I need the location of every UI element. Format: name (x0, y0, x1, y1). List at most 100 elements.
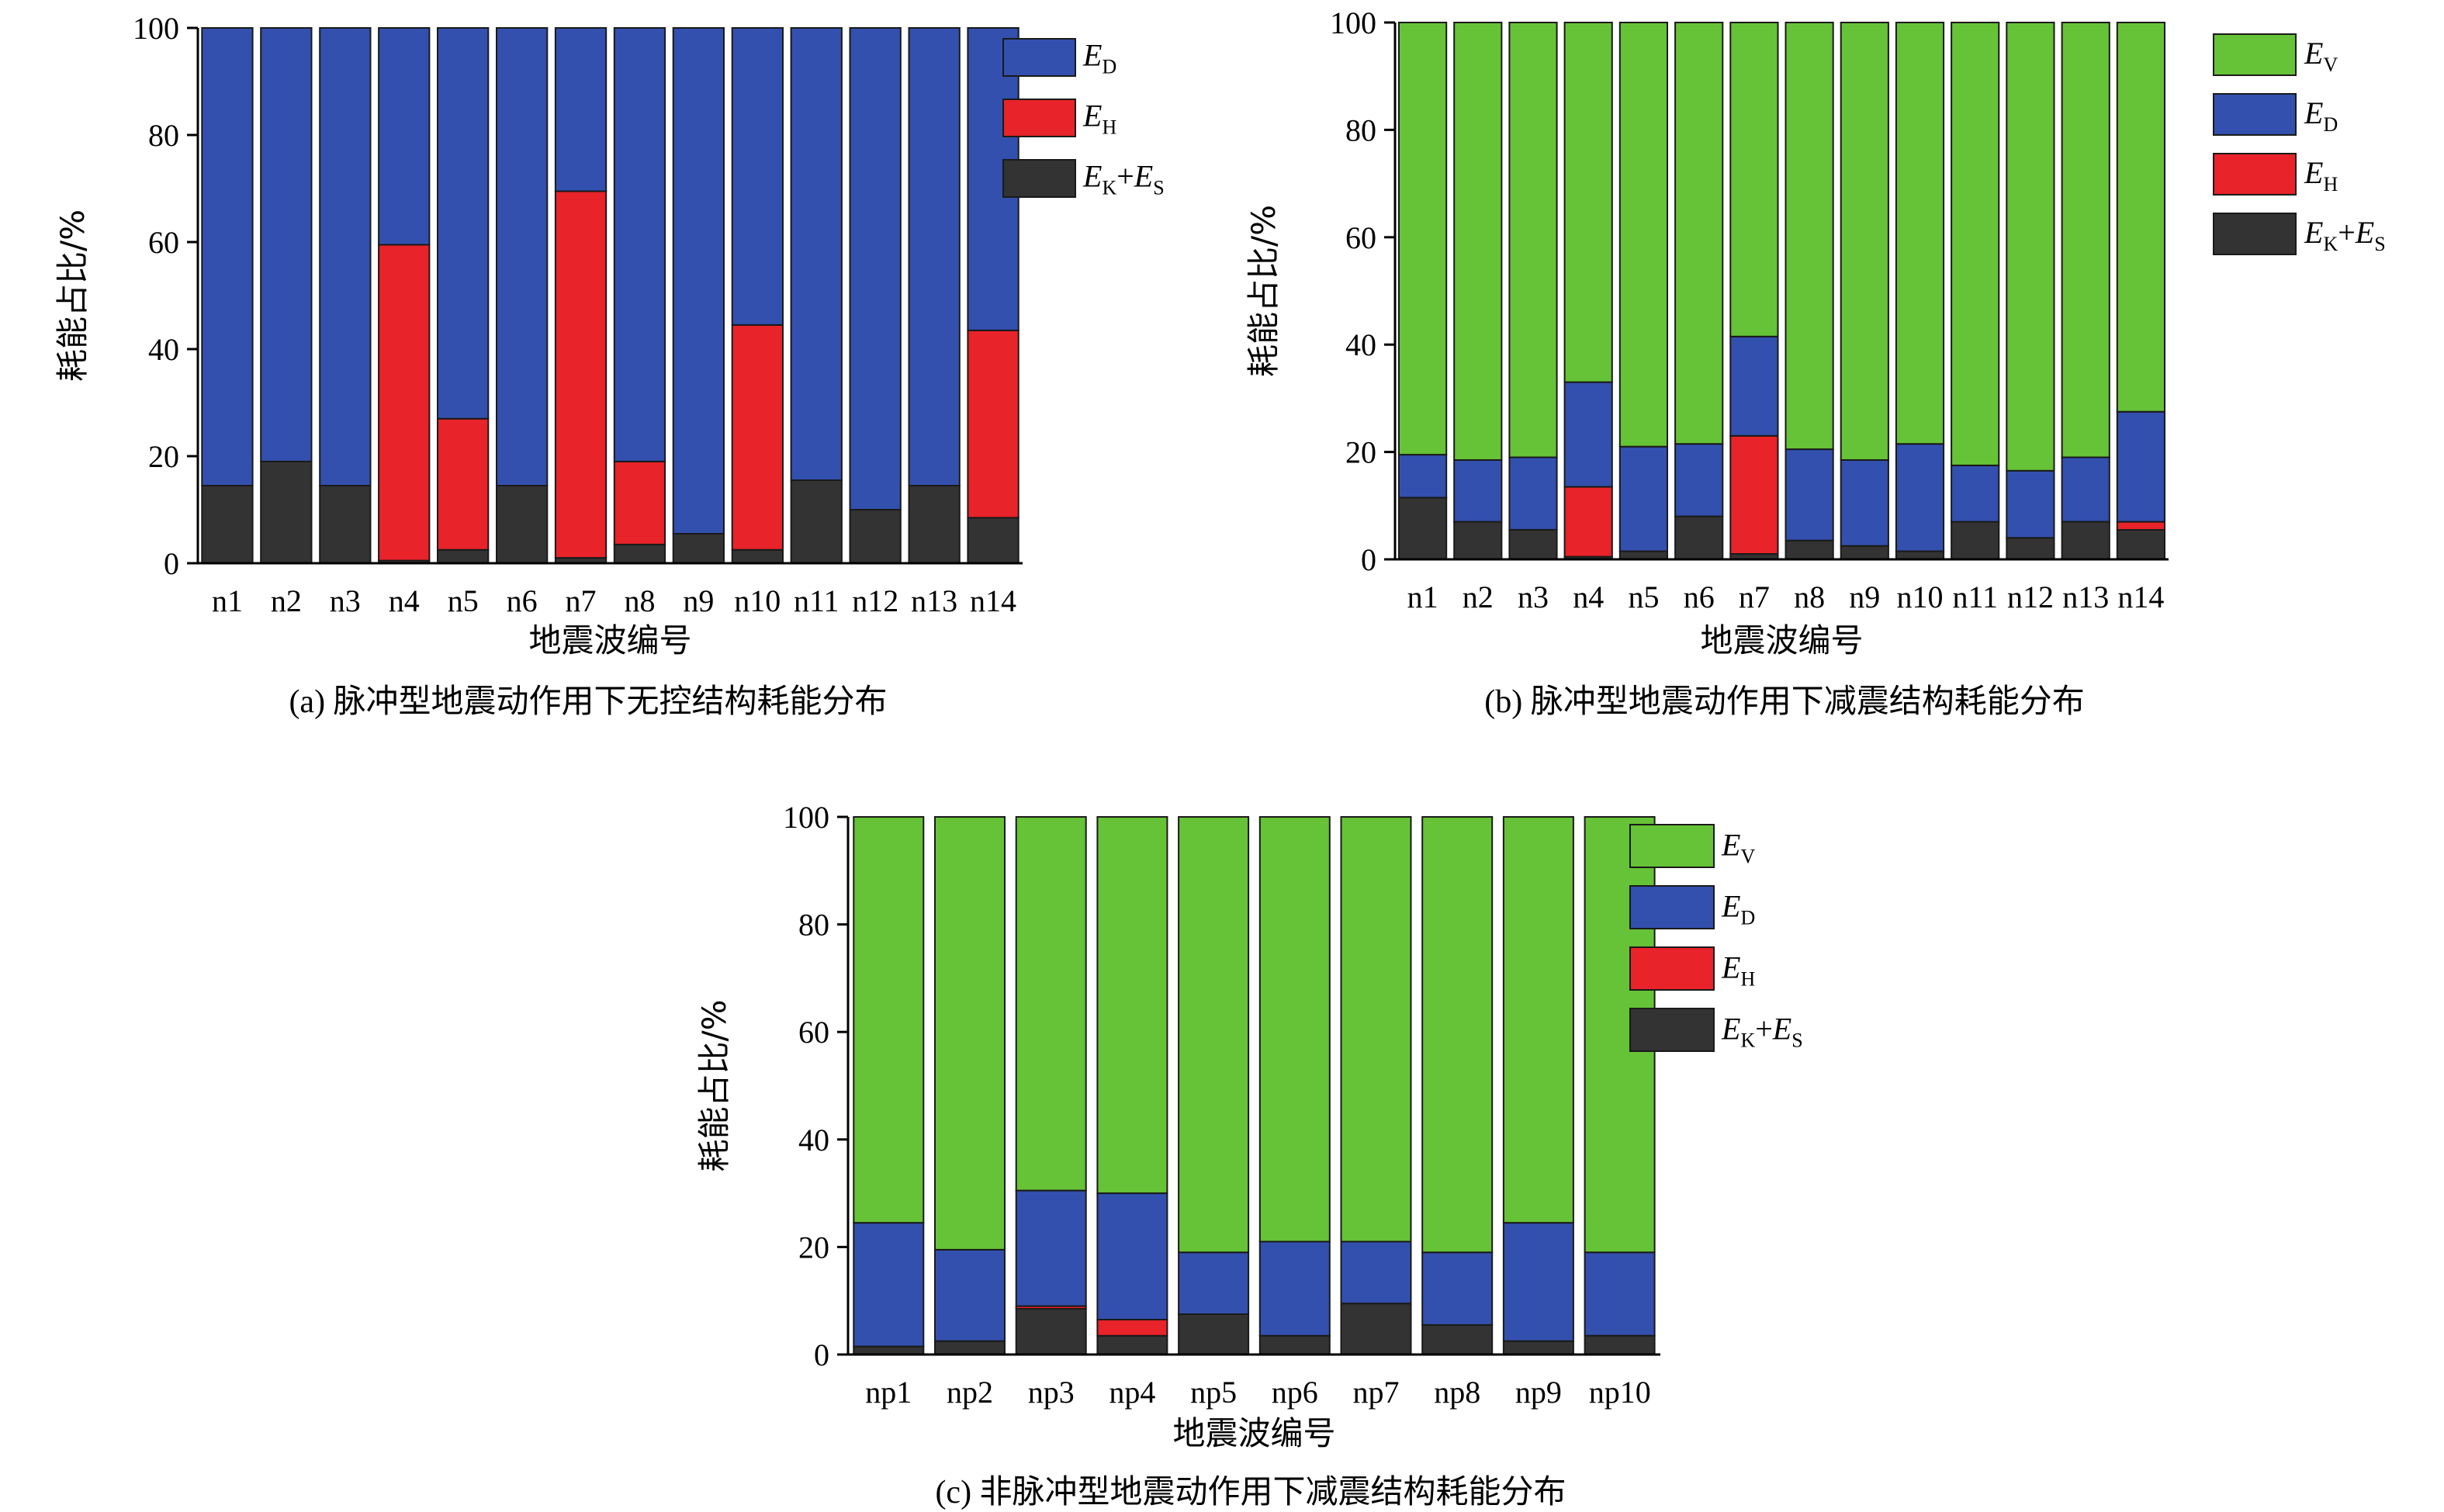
bar-n6-E_KS (496, 485, 549, 564)
bar-np8-E_V (1421, 816, 1494, 1254)
legend-swatch-E_D (1629, 885, 1715, 929)
bar-n14-E_V (2116, 22, 2166, 413)
bar-n5-E_V (1618, 22, 1669, 448)
x-tick-np3: np3 (1028, 1375, 1075, 1410)
bar-n3-E_KS (1508, 528, 1558, 561)
bar-n7-E_H (554, 190, 608, 559)
bar-np9-E_V (1502, 816, 1574, 1224)
chart-panel-3: np1 np2 np3 np4 np5 np6 np7 np8 np9 np10 0 20 40 60 80… (695, 800, 1803, 1510)
bar-n14-E_H (2116, 521, 2166, 531)
bar-n6-E_D (496, 27, 549, 486)
x-tick-n1: n1 (212, 583, 243, 618)
legend-label-E_KS: EK+ES (1082, 159, 1165, 199)
bar-n14-E_H (967, 329, 1019, 519)
bar-np2-E_V (934, 816, 1006, 1251)
bar-n11-E_D (790, 27, 843, 481)
bar-n1-E_D (1398, 454, 1448, 499)
bar-np3-E_KS (1015, 1308, 1087, 1355)
bar-n13-E_KS (2061, 521, 2110, 560)
x-axis-title: 地震波编号 (1700, 621, 1863, 659)
bar-n11-E_D (1951, 464, 2000, 523)
y-tick-80: 80 (148, 118, 179, 153)
legend-swatch-E_KS (2213, 213, 2297, 255)
y-tick-80: 80 (798, 908, 829, 943)
bar-np10-E_D (1584, 1251, 1656, 1337)
bar-n12-E_V (2006, 22, 2055, 472)
bar-n1-E_KS (201, 485, 254, 564)
x-tick-np9: np9 (1515, 1375, 1562, 1410)
bar-n5-E_KS (437, 548, 490, 565)
x-tick-n3: n3 (330, 583, 361, 618)
bar-n7-E_D (554, 27, 608, 192)
bar-n2-E_KS (260, 460, 313, 565)
bar-n9-E_D (672, 27, 725, 535)
bar-np8-E_D (1421, 1251, 1494, 1326)
y-tick-100: 100 (783, 800, 829, 835)
bar-n3-E_D (319, 27, 372, 486)
bar-n8-E_D (613, 27, 666, 462)
x-tick-n3: n3 (1518, 580, 1549, 614)
bar-n10-E_V (1895, 22, 1945, 445)
bar-np1-E_V (853, 816, 925, 1224)
bar-n12-E_D (2006, 469, 2055, 539)
bar-n13-E_D (2061, 456, 2110, 523)
bar-n10-E_KS (1895, 550, 1945, 560)
chart-panel-2: n1 n2 n3 n4 n5 n6 n7 n8 n9 n10 n11 n12 n13 n14 0 20 40 60… (1245, 5, 2386, 720)
legend-label-E_V: EV (1721, 828, 1755, 868)
bar-n3-E_KS (319, 485, 372, 564)
legend-label-E_V: EV (2304, 36, 2338, 76)
bar-n11-E_V (1951, 22, 2000, 466)
x-tick-np10: np10 (1589, 1375, 1651, 1410)
bar-n4-E_D (1563, 381, 1613, 488)
bar-n8-E_V (1785, 22, 1834, 451)
bar-n9-E_KS (672, 533, 725, 564)
bar-n4-E_V (1563, 22, 1613, 383)
legend-swatch-E_H (1002, 99, 1076, 137)
legend-swatch-E_D (2213, 93, 2297, 136)
bar-np3-E_D (1015, 1189, 1087, 1307)
x-tick-np2: np2 (947, 1375, 993, 1410)
y-tick-0: 0 (164, 546, 179, 581)
x-tick-n2: n2 (271, 583, 302, 618)
bar-n14-E_D (2116, 410, 2166, 523)
x-tick-n6: n6 (507, 583, 538, 618)
bar-np7-E_V (1340, 816, 1412, 1243)
legend-label-E_H: EH (1082, 99, 1116, 139)
x-axis-title: 地震波编号 (1172, 1414, 1335, 1452)
bar-n2-E_V (1453, 22, 1503, 461)
legend-label-E_D: ED (2304, 95, 2338, 136)
bar-np6-E_D (1258, 1240, 1331, 1337)
y-tick-40: 40 (798, 1123, 829, 1157)
x-tick-np5: np5 (1190, 1375, 1237, 1410)
x-tick-n4: n4 (1573, 580, 1604, 614)
x-tick-n5: n5 (448, 583, 479, 618)
legend-label-E_H: EH (1721, 950, 1755, 991)
x-tick-n7: n7 (566, 583, 597, 618)
bar-n12-E_KS (2006, 537, 2055, 560)
chart-caption: (a) 脉冲型地震动作用下无控结构耗能分布 (289, 684, 887, 720)
bar-n5-E_KS (1618, 550, 1669, 560)
x-tick-n13: n13 (911, 583, 957, 618)
x-tick-n9: n9 (683, 583, 714, 618)
bar-np6-E_KS (1258, 1334, 1331, 1355)
bar-n8-E_H (613, 460, 666, 545)
x-tick-np6: np6 (1272, 1375, 1318, 1410)
legend-label-E_D: ED (1721, 889, 1755, 929)
x-tick-n8: n8 (1794, 580, 1825, 614)
bar-np5-E_D (1178, 1251, 1250, 1316)
chart-caption: (b) 脉冲型地震动作用下减震结构耗能分布 (1484, 684, 2084, 720)
bar-n4-E_D (378, 27, 431, 246)
x-tick-n10: n10 (734, 583, 781, 618)
x-tick-n13: n13 (2062, 580, 2109, 614)
x-tick-np4: np4 (1109, 1375, 1155, 1410)
legend-swatch-E_KS (1629, 1008, 1715, 1052)
bar-n10-E_D (1895, 443, 1945, 552)
bar-n4-E_H (378, 244, 431, 562)
y-axis-title: 耗能占比/% (1245, 205, 1283, 377)
bar-n1-E_V (1398, 22, 1448, 456)
chart-caption: (c) 非脉冲型地震动作用下减震结构耗能分布 (935, 1475, 1566, 1510)
x-axis-title: 地震波编号 (528, 621, 691, 659)
bar-n2-E_D (260, 27, 313, 462)
y-tick-20: 20 (148, 439, 179, 474)
